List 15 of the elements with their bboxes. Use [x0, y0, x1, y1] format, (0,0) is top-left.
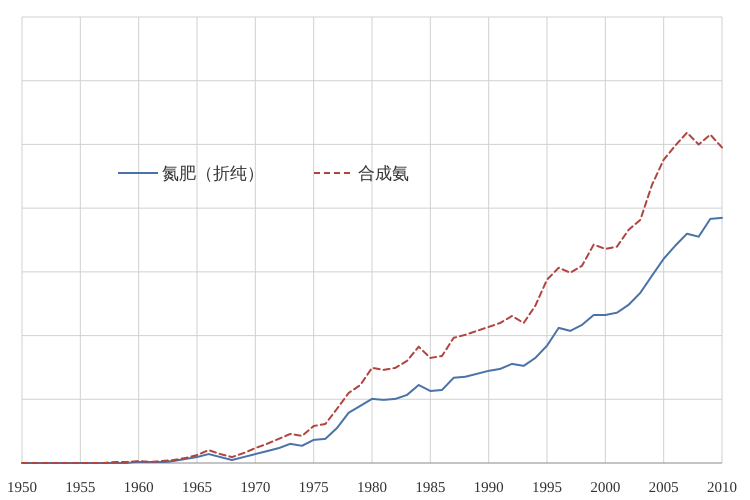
x-tick-label: 1990: [474, 480, 504, 496]
x-tick-label: 1985: [415, 480, 446, 496]
x-tick-label: 2010: [707, 480, 737, 496]
x-tick-label: 1955: [65, 480, 96, 496]
x-tick-label: 1970: [240, 480, 270, 496]
x-tick-label: 1980: [357, 480, 387, 496]
legend-label: 合成氨: [358, 164, 409, 183]
x-tick-label: 2000: [590, 480, 620, 496]
x-tick-label: 1960: [124, 480, 154, 496]
legend-label: 氮肥（折纯）: [162, 164, 264, 183]
x-tick-label: 1975: [298, 480, 329, 496]
x-tick-label: 1965: [182, 480, 212, 496]
x-tick-label: 1950: [7, 480, 37, 496]
x-tick-label: 2005: [648, 480, 679, 496]
x-tick-label: 1995: [532, 480, 562, 496]
